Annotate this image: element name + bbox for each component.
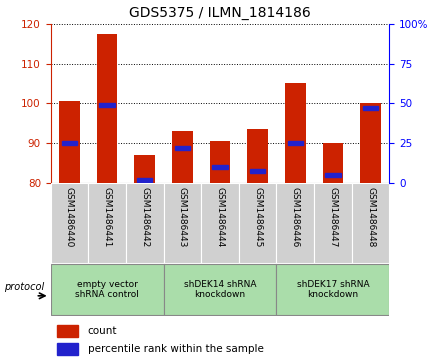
Bar	[172, 131, 193, 183]
Text: protocol: protocol	[4, 282, 44, 292]
Bar	[59, 101, 80, 183]
Text: shDEK17 shRNA
knockdown: shDEK17 shRNA knockdown	[297, 280, 369, 299]
Bar	[325, 173, 341, 177]
Bar	[137, 178, 153, 182]
Bar	[164, 183, 201, 263]
FancyBboxPatch shape	[164, 264, 276, 315]
Text: count: count	[88, 326, 117, 336]
Bar	[276, 24, 314, 183]
Bar	[250, 168, 265, 172]
Bar	[201, 24, 239, 183]
Bar	[352, 183, 389, 263]
Bar	[323, 143, 343, 183]
Bar	[212, 166, 228, 169]
Bar	[287, 141, 303, 145]
Text: GSM1486440: GSM1486440	[65, 187, 74, 248]
Text: GSM1486444: GSM1486444	[216, 187, 224, 248]
Bar	[314, 24, 352, 183]
Text: GSM1486441: GSM1486441	[103, 187, 112, 248]
Bar	[164, 24, 201, 183]
Bar	[209, 141, 231, 183]
Bar	[88, 183, 126, 263]
Text: empty vector
shRNA control: empty vector shRNA control	[75, 280, 139, 299]
Bar	[126, 183, 164, 263]
Bar	[314, 183, 352, 263]
Bar	[97, 33, 117, 183]
Text: GSM1486446: GSM1486446	[291, 187, 300, 248]
Bar	[360, 103, 381, 183]
Bar	[57, 325, 78, 337]
Bar	[134, 155, 155, 183]
Bar	[239, 24, 276, 183]
Bar	[352, 24, 389, 183]
Text: GSM1486447: GSM1486447	[328, 187, 337, 248]
FancyBboxPatch shape	[276, 264, 389, 315]
Bar	[285, 83, 306, 183]
Title: GDS5375 / ILMN_1814186: GDS5375 / ILMN_1814186	[129, 6, 311, 20]
Bar	[247, 129, 268, 183]
Text: GSM1486442: GSM1486442	[140, 187, 149, 248]
Bar	[175, 146, 190, 150]
Bar	[276, 183, 314, 263]
Bar	[363, 106, 378, 110]
Text: GSM1486443: GSM1486443	[178, 187, 187, 248]
Bar	[239, 183, 276, 263]
Bar	[51, 183, 88, 263]
Text: GSM1486448: GSM1486448	[366, 187, 375, 248]
Bar	[201, 183, 239, 263]
FancyBboxPatch shape	[51, 264, 164, 315]
Text: shDEK14 shRNA
knockdown: shDEK14 shRNA knockdown	[184, 280, 256, 299]
Bar	[62, 141, 77, 145]
Bar	[57, 343, 78, 355]
Bar	[126, 24, 164, 183]
Bar	[99, 103, 115, 107]
Bar	[88, 24, 126, 183]
Bar	[51, 24, 88, 183]
Text: GSM1486445: GSM1486445	[253, 187, 262, 248]
Text: percentile rank within the sample: percentile rank within the sample	[88, 344, 264, 354]
